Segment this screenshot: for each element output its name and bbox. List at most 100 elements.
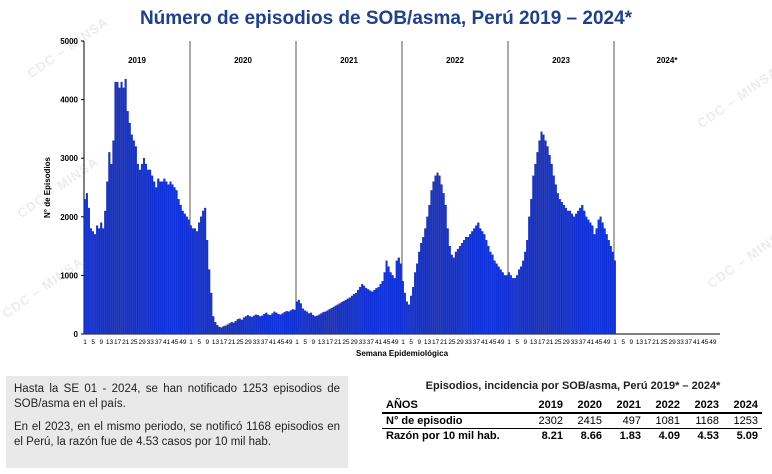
x-tick-label: 37 <box>473 339 481 346</box>
bar <box>94 234 97 335</box>
bar <box>605 234 608 335</box>
x-tick-label: 45 <box>277 339 285 346</box>
bar <box>530 199 533 335</box>
bar <box>589 222 592 335</box>
bar <box>171 184 174 335</box>
bar <box>552 175 555 335</box>
bar <box>273 311 276 335</box>
x-tick-label: 5 <box>515 339 519 346</box>
table-cell: 4.09 <box>658 430 680 443</box>
x-tick-label: 45 <box>171 339 179 346</box>
bar <box>481 231 484 335</box>
bar <box>391 275 394 335</box>
x-tick-label: 49 <box>497 339 505 346</box>
bar <box>96 225 99 335</box>
bar <box>230 322 233 335</box>
bar <box>493 260 496 335</box>
x-tick-label: 29 <box>350 339 358 346</box>
bar <box>426 216 429 335</box>
year-label: 2024* <box>657 56 679 65</box>
bar <box>509 275 512 335</box>
bar <box>452 257 455 335</box>
bar <box>454 251 457 335</box>
bar <box>118 87 121 335</box>
bar <box>609 245 612 335</box>
bar <box>430 190 433 335</box>
y-tick-label: 5000 <box>60 37 78 46</box>
x-tick-label: 9 <box>630 339 634 346</box>
bar <box>497 266 500 335</box>
bar <box>599 216 602 335</box>
bar <box>126 111 129 335</box>
x-tick-label: 49 <box>285 339 293 346</box>
x-tick-label: 13 <box>424 339 432 346</box>
bar <box>499 269 502 335</box>
bar <box>232 322 235 335</box>
year-label: 2022 <box>446 56 464 65</box>
bar <box>544 140 547 335</box>
y-axis-title: N° de Episodios <box>43 156 52 218</box>
x-tick-label: 1 <box>507 339 511 346</box>
bar <box>359 286 362 335</box>
bar <box>518 269 521 335</box>
x-tick-label: 21 <box>652 339 660 346</box>
table-cell: 8.21 <box>541 430 564 443</box>
table-cell: 1081 <box>645 413 684 429</box>
bar <box>179 204 182 335</box>
bar <box>234 320 237 335</box>
table-header-cell: 2022 <box>645 398 684 414</box>
bar <box>595 228 598 335</box>
bar <box>214 322 217 335</box>
bar <box>134 146 137 335</box>
bar <box>299 303 302 335</box>
x-tick-label: 29 <box>138 339 146 346</box>
bar <box>240 319 243 335</box>
bar <box>344 299 347 335</box>
bar <box>473 228 476 335</box>
bar <box>251 316 254 335</box>
bar <box>259 316 262 335</box>
x-tick-label: 21 <box>440 339 448 346</box>
bar <box>157 178 160 335</box>
bar <box>226 324 229 335</box>
bar <box>195 231 199 335</box>
table-row: Razón por 10 mil hab. 8.21 8.66 1.83 4.0… <box>382 429 762 444</box>
bar <box>587 219 590 335</box>
bar <box>332 306 335 335</box>
bar <box>198 222 201 335</box>
bar <box>424 228 427 335</box>
bar <box>228 323 231 335</box>
bar <box>128 122 131 335</box>
bar <box>151 175 154 335</box>
bar <box>165 181 168 335</box>
bar <box>467 237 470 335</box>
bar <box>385 260 388 335</box>
bar <box>216 325 219 335</box>
bar <box>558 199 561 335</box>
table-cell: 497 <box>606 413 645 429</box>
x-tick-label: 37 <box>579 339 587 346</box>
bar <box>401 281 404 335</box>
bar <box>283 312 286 335</box>
year-label: 2023 <box>552 56 570 65</box>
bar <box>330 308 333 335</box>
x-tick-label: 21 <box>122 339 130 346</box>
bar <box>279 314 282 335</box>
x-tick-label: 17 <box>114 339 122 346</box>
year-label: 2019 <box>128 56 146 65</box>
bar <box>436 172 439 335</box>
bar <box>516 275 519 335</box>
bar <box>456 248 459 335</box>
y-tick-label: 4000 <box>60 96 78 105</box>
bar <box>147 169 150 335</box>
bar <box>581 204 584 335</box>
bar <box>513 278 517 335</box>
bar <box>365 288 368 335</box>
bar <box>98 228 101 335</box>
bar <box>591 225 594 335</box>
bar <box>348 297 351 335</box>
bar <box>501 272 504 335</box>
bar <box>242 317 245 335</box>
bar <box>542 134 545 335</box>
x-tick-label: 33 <box>571 339 579 346</box>
